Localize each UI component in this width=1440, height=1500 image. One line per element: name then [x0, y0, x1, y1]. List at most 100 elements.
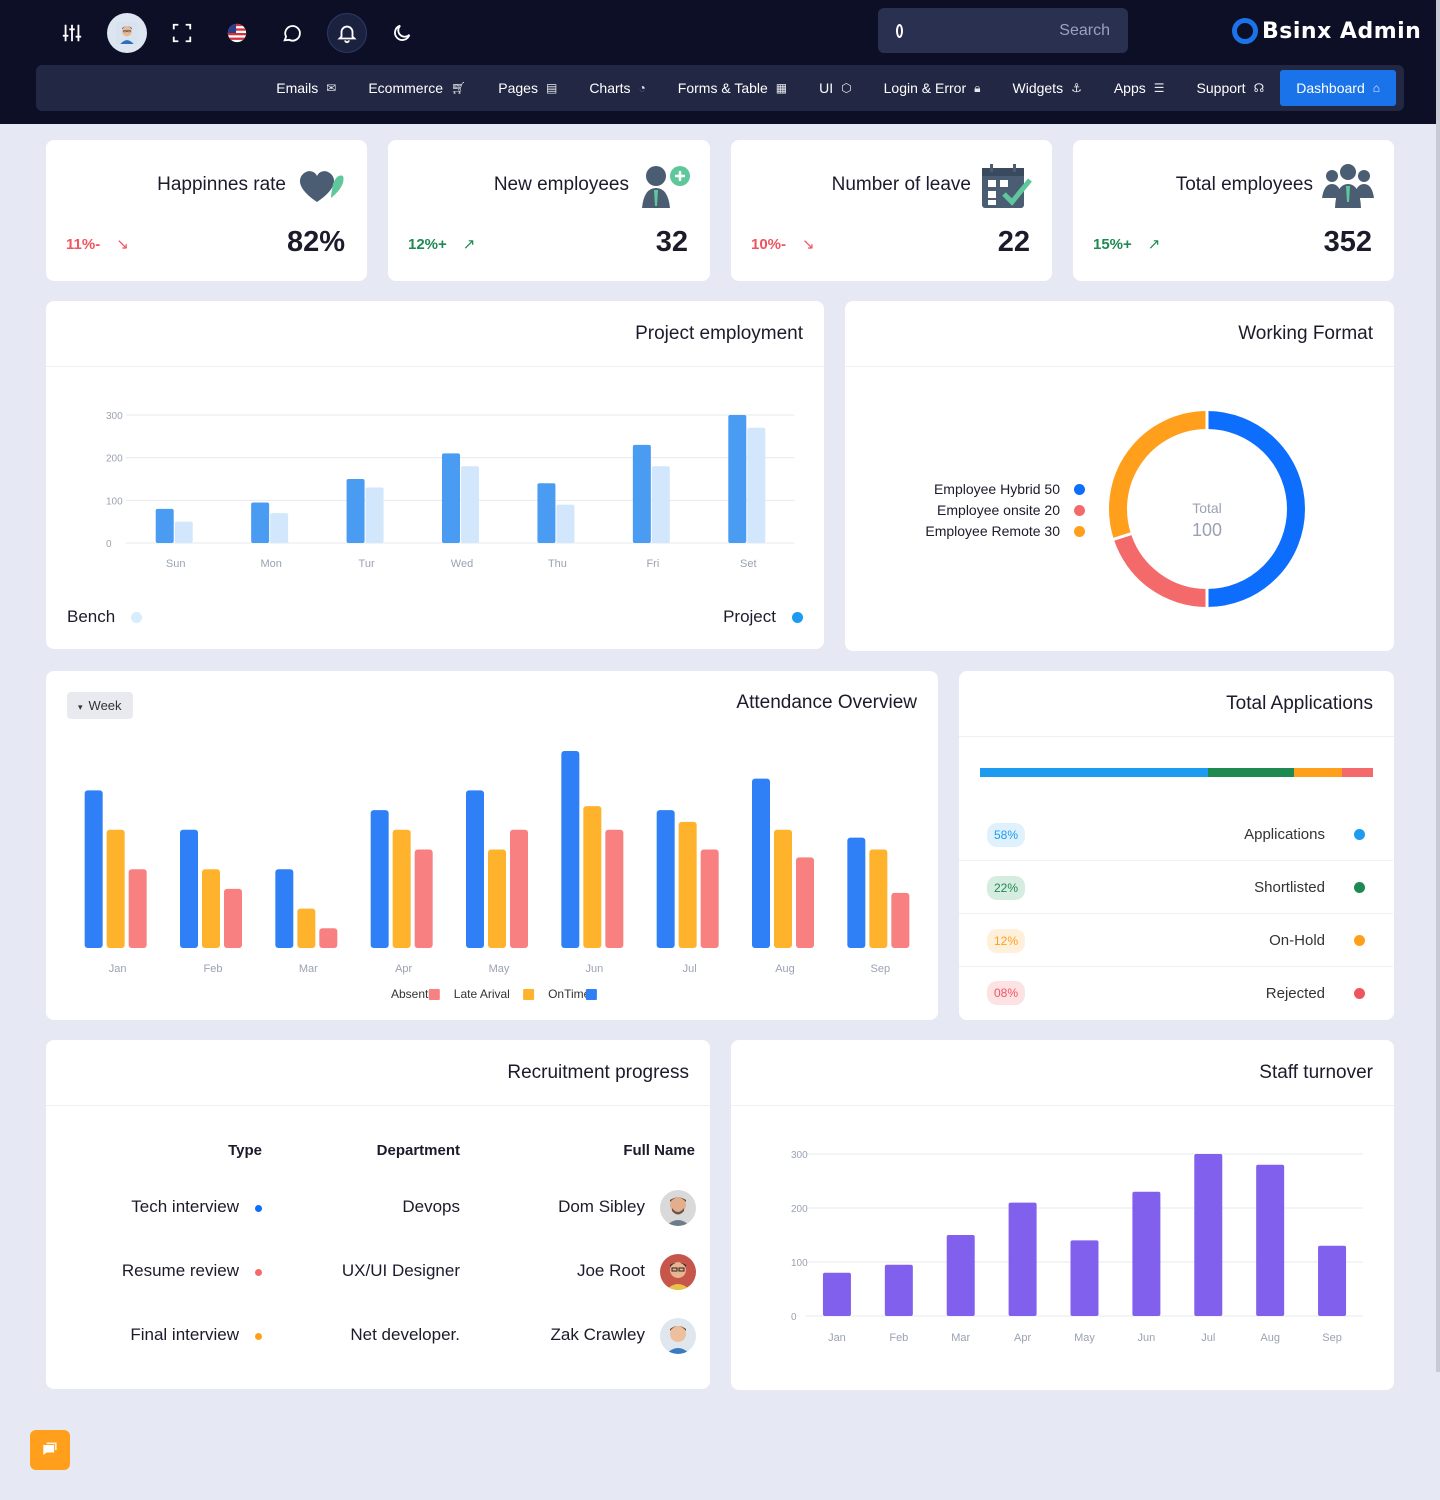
search-input[interactable]: [903, 21, 1110, 40]
nav-item-ui[interactable]: UI ⬡: [803, 70, 867, 106]
bar-ontime: [370, 810, 389, 948]
nav-item-pages[interactable]: Pages ▤: [482, 70, 573, 106]
legend-dot: [1074, 484, 1085, 495]
x-tick-label: Jul: [1201, 1332, 1215, 1344]
staff-turnover-card: Staff turnover 0 100 200 300 Jan Feb Mar Apr May…: [731, 1040, 1394, 1390]
us-flag-icon[interactable]: [217, 13, 257, 53]
card-title: Project employment: [46, 301, 824, 367]
brand[interactable]: Bsinx Admin: [1232, 18, 1421, 44]
user-avatar[interactable]: [107, 13, 147, 53]
lock-icon: 🔒︎: [974, 80, 981, 95]
bar-ontime: [84, 790, 103, 948]
percent-badge: 58%: [987, 822, 1026, 847]
mail-icon: ✉: [326, 81, 337, 95]
anchor-icon: ⚓︎: [1071, 81, 1082, 95]
bar-ontime: [180, 829, 198, 948]
progress-segment-rejected: [1341, 768, 1373, 777]
search-box[interactable]: [878, 8, 1128, 53]
progress-segment-applications: [980, 768, 1208, 777]
bar-ontime: [561, 751, 580, 948]
bar: [822, 1272, 851, 1316]
sliders-icon[interactable]: [52, 13, 92, 53]
x-tick-label: Set: [740, 558, 757, 570]
list-item[interactable]: 12% On-Hold: [959, 915, 1393, 967]
kpi-trend: 12%+ ↗: [408, 235, 475, 253]
x-tick-label: Mar: [299, 963, 318, 975]
nav-label: Pages: [498, 80, 538, 96]
bar-ontime: [275, 869, 294, 948]
y-tick-label: 100: [791, 1258, 808, 1269]
page-scrollbar[interactable]: [1436, 0, 1440, 1372]
list-item[interactable]: 58% Applications: [959, 809, 1393, 861]
arrow-up-right-icon: ↗: [462, 236, 476, 253]
staff-turnover-chart: 0 100 200 300 Jan Feb Mar Apr May Jun Jul Aug Sep: [791, 1150, 1363, 1344]
nav-label: Emails: [276, 80, 319, 96]
card-title: Recruitment progress: [46, 1040, 710, 1106]
kpi-value: 22: [997, 226, 1030, 258]
avatar[interactable]: [660, 1190, 696, 1226]
bar-project: [632, 444, 651, 543]
x-tick-label: Aug: [775, 963, 795, 975]
kpi-title: New employees: [493, 174, 629, 195]
donut-slice: [1113, 533, 1208, 607]
legend-swatch: [585, 989, 597, 1000]
arrow-down-right-icon: ↘: [802, 236, 815, 253]
legend-project[interactable]: Project: [723, 607, 803, 627]
nav-item-widgets[interactable]: Widgets ⚓︎: [997, 70, 1098, 106]
legend-item[interactable]: Employee Remote 30: [905, 521, 1085, 542]
calendar-check-icon: [982, 164, 1032, 208]
legend-bench[interactable]: Bench: [67, 607, 143, 627]
legend-item[interactable]: Employee Hybrid 50: [905, 479, 1085, 500]
nav-label: Ecommerce: [368, 80, 444, 96]
total-applications-card: Total Applications 58% Applications 22% …: [959, 671, 1394, 1020]
legend-item[interactable]: Employee onsite 20: [905, 500, 1085, 521]
x-tick-label: Sep: [1322, 1332, 1342, 1344]
avatar[interactable]: [660, 1254, 696, 1290]
top-bar: Bsinx Admin Emails ✉ Ecommerce 🛒︎ Pages ▤ C…: [0, 0, 1440, 124]
brand-logo-icon: [1232, 18, 1258, 44]
list-item[interactable]: 22% Shortlisted: [959, 862, 1393, 914]
project-employment-chart: 0 100 200 300 Sun Mon Tur Wed Thu Fri Set: [106, 411, 794, 570]
bar: [1070, 1240, 1099, 1316]
x-tick-label: Jan: [828, 1332, 846, 1344]
nav-item-forms-table[interactable]: Forms & Table ▦: [662, 70, 803, 106]
chat-icon[interactable]: [272, 13, 312, 53]
moon-icon[interactable]: [382, 13, 422, 53]
bar-absent: [510, 829, 528, 948]
nav-item-apps[interactable]: Apps ☰: [1098, 70, 1181, 106]
arrow-up-right-icon: ↗: [1147, 236, 1161, 253]
nav-item-login-error[interactable]: Login & Error 🔒︎: [868, 70, 997, 106]
x-tick-label: May: [489, 963, 510, 975]
nav-item-support[interactable]: Support ☊: [1181, 70, 1281, 106]
chat-widget-button[interactable]: [30, 1430, 70, 1470]
bar-absent: [319, 928, 338, 948]
list-item[interactable]: 08% Rejected: [959, 967, 1393, 1019]
card-title: Working Format: [845, 301, 1394, 367]
bar-bench: [174, 521, 193, 543]
bar-project: [155, 508, 174, 543]
y-tick-label: 200: [106, 454, 123, 465]
avatar[interactable]: [660, 1318, 696, 1354]
bar-project: [346, 479, 365, 543]
bar-absent: [605, 829, 624, 948]
week-dropdown[interactable]: ▾ Week: [67, 692, 133, 719]
nav-item-ecommerce[interactable]: Ecommerce 🛒︎: [352, 70, 482, 106]
bar-late-arival: [202, 869, 220, 948]
nav-label: UI: [819, 80, 834, 96]
nav-item-dashboard[interactable]: Dashboard ⌂: [1280, 70, 1396, 106]
fullscreen-icon[interactable]: [162, 13, 202, 53]
x-tick-label: Mar: [951, 1332, 970, 1344]
kpi-trend: 10%- ↘: [751, 235, 815, 253]
type-cell: Tech interview: [131, 1197, 239, 1216]
week-dropdown-label: Week: [88, 698, 122, 713]
bell-icon[interactable]: [327, 13, 367, 53]
nav-item-emails[interactable]: Emails ✉: [260, 70, 352, 106]
status-dot: [1354, 829, 1365, 840]
bar-bench: [365, 487, 384, 543]
x-tick-label: Feb: [889, 1332, 908, 1344]
message-icon: [43, 1442, 57, 1455]
nav-item-charts[interactable]: Charts ◔: [573, 70, 661, 106]
legend-dot: [1074, 505, 1085, 516]
column-header-department: Department: [376, 1142, 460, 1159]
x-tick-label: May: [1074, 1332, 1095, 1344]
